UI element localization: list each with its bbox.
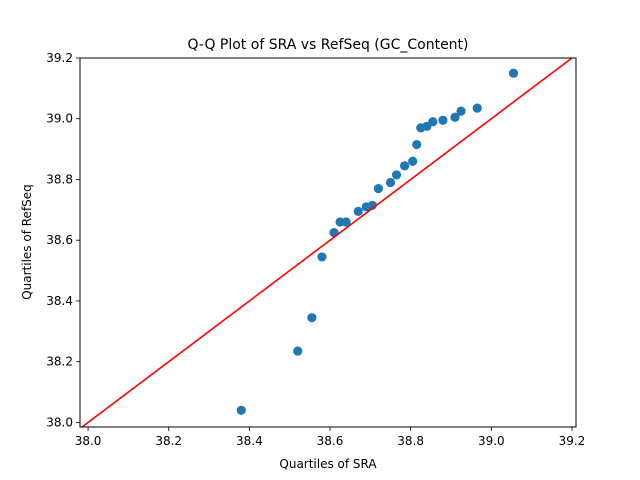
reference-line-group bbox=[80, 58, 574, 427]
x-tick-label: 38.8 bbox=[397, 434, 424, 448]
data-point bbox=[391, 170, 402, 180]
data-point bbox=[412, 139, 422, 150]
x-axis-label: Quartiles of SRA bbox=[279, 457, 377, 471]
y-tick-label: 39.0 bbox=[46, 112, 73, 126]
y-tick-label: 38.8 bbox=[46, 172, 73, 186]
x-tick-label: 38.0 bbox=[75, 434, 102, 448]
reference-line bbox=[80, 58, 574, 427]
y-tick-label: 38.0 bbox=[46, 415, 73, 429]
axes-frame bbox=[79, 57, 577, 428]
y-tick-label: 38.4 bbox=[46, 294, 73, 308]
y-tick-label: 38.2 bbox=[46, 355, 73, 369]
data-point bbox=[508, 68, 519, 78]
data-point bbox=[385, 177, 396, 188]
data-point bbox=[317, 252, 327, 262]
data-point bbox=[472, 103, 482, 113]
y-tick-label: 38.6 bbox=[46, 233, 73, 247]
data-point bbox=[329, 228, 339, 238]
data-point bbox=[456, 106, 466, 116]
y-axis-label: Quartiles of RefSeq bbox=[20, 184, 34, 300]
data-point bbox=[400, 161, 410, 171]
x-tick-label: 38.2 bbox=[155, 434, 182, 448]
x-tick-label: 38.6 bbox=[317, 434, 344, 448]
data-point bbox=[353, 206, 363, 216]
x-axis-ticks: 38.0 38.2 38.4 38.6 38.8 39.0 39.2 bbox=[75, 427, 586, 448]
chart-title: Q-Q Plot of SRA vs RefSeq (GC_Content) bbox=[187, 37, 468, 53]
x-tick-label: 39.2 bbox=[559, 434, 586, 448]
data-point bbox=[408, 156, 418, 166]
data-point bbox=[341, 217, 351, 227]
data-point bbox=[438, 115, 448, 125]
data-point bbox=[236, 405, 246, 415]
x-tick-label: 39.0 bbox=[478, 434, 505, 448]
data-point bbox=[293, 346, 303, 356]
data-point bbox=[307, 313, 317, 323]
data-point bbox=[428, 117, 438, 127]
data-point bbox=[450, 112, 460, 122]
y-tick-label: 39.2 bbox=[46, 51, 73, 65]
x-tick-label: 38.4 bbox=[236, 434, 263, 448]
data-points bbox=[236, 68, 519, 415]
y-axis-ticks: 38.0 38.2 38.4 38.6 38.8 39.0 39.2 bbox=[46, 51, 80, 429]
data-point bbox=[373, 183, 384, 194]
